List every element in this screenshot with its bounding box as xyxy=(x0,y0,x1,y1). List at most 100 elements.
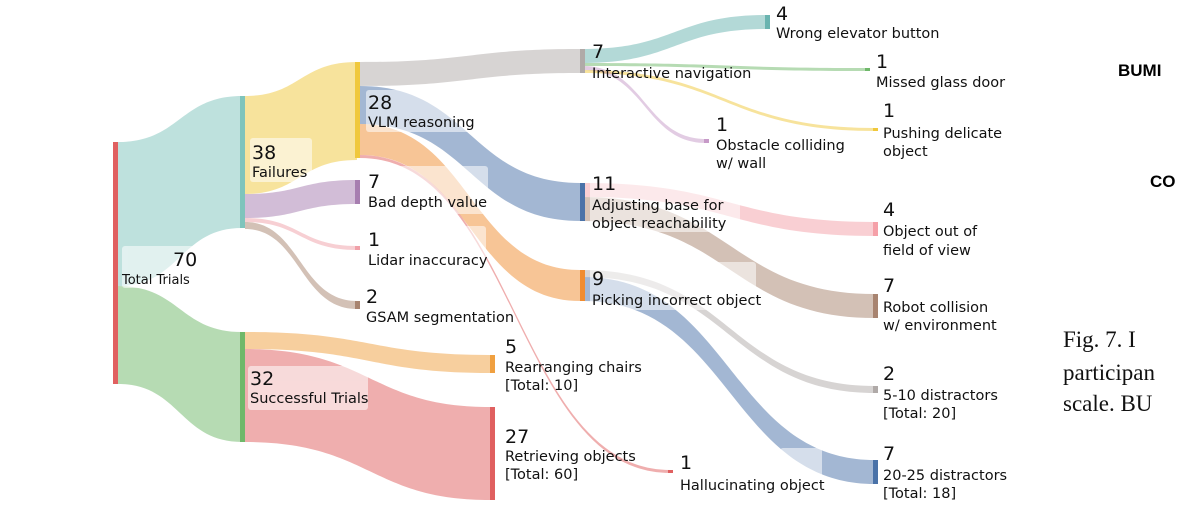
node-bar-adjusting xyxy=(580,183,585,221)
node-bar-lidar xyxy=(355,246,360,250)
label-bg-lidar xyxy=(366,226,486,270)
node-bar-interactive xyxy=(580,49,585,73)
link-interactive-glass xyxy=(583,63,867,71)
node-label-baddepth: Bad depth value xyxy=(368,195,487,211)
sankey-labels: 70 Total Trials 38 Failures 32 Successfu… xyxy=(121,3,1007,502)
link-successful-chairs xyxy=(245,332,490,373)
link-total-failures xyxy=(118,96,242,286)
node-label-total: Total Trials xyxy=(121,273,190,288)
node-sublabel-fov: field of view xyxy=(883,243,971,259)
node-sublabel-d2025: [Total: 18] xyxy=(883,486,956,502)
node-label-gsam: GSAM segmentation xyxy=(366,310,514,326)
node-value-collision: 7 xyxy=(883,275,895,297)
caption-line-3: scale. BU xyxy=(1063,391,1153,416)
caption-line-2: participan xyxy=(1063,360,1155,385)
node-bar-chairs xyxy=(490,355,495,373)
node-value-interactive: 7 xyxy=(592,41,604,63)
node-value-successful: 32 xyxy=(250,368,274,390)
node-sublabel-collision: w/ environment xyxy=(883,318,997,334)
node-label-d510: 5-10 distractors xyxy=(883,388,998,404)
node-label-d2025: 20-25 distractors xyxy=(883,468,1007,484)
node-value-picking: 9 xyxy=(592,268,604,290)
node-label-elevator: Wrong elevator button xyxy=(776,26,940,42)
node-value-obstacle: 1 xyxy=(716,114,728,136)
link-vlm-interactive xyxy=(360,49,580,86)
cropped-heading-bumi: BUMI xyxy=(1118,61,1161,80)
node-value-chairs: 5 xyxy=(505,336,517,358)
node-bar-collision xyxy=(873,294,878,318)
link-interactive-obstacle xyxy=(583,66,706,143)
node-label-hallucinating: Hallucinating object xyxy=(680,478,825,494)
node-value-lidar: 1 xyxy=(368,229,380,251)
caption-line-1: Fig. 7. I xyxy=(1063,327,1136,352)
node-value-gsam: 2 xyxy=(366,286,378,308)
cropped-page-context: BUMI CO Fig. 7. I participan scale. BU xyxy=(1063,61,1176,416)
sankey-nodes xyxy=(113,15,878,500)
node-bar-successful xyxy=(240,332,245,442)
label-bg-total xyxy=(122,246,198,288)
node-label-lidar: Lidar inaccuracy xyxy=(368,253,488,269)
node-value-delicate: 1 xyxy=(883,100,895,122)
node-bar-obstacle xyxy=(704,139,709,143)
label-backgrounds xyxy=(122,90,822,490)
node-sublabel-d510: [Total: 20] xyxy=(883,406,956,422)
node-bar-failures xyxy=(240,96,245,228)
node-value-total: 70 xyxy=(173,249,197,271)
node-bar-baddepth xyxy=(355,180,360,204)
node-sublabel-chairs: [Total: 10] xyxy=(505,378,578,394)
link-interactive-delicate xyxy=(583,70,875,131)
node-bar-hallucinating xyxy=(668,470,673,473)
node-label-successful: Successful Trials xyxy=(250,391,369,407)
node-value-fov: 4 xyxy=(883,199,895,221)
node-label-adjusting: Adjusting base for xyxy=(592,198,724,214)
sankey-links xyxy=(118,15,875,500)
node-sublabel-retrieving: [Total: 60] xyxy=(505,467,578,483)
node-value-elevator: 4 xyxy=(776,3,788,25)
node-bar-vlm xyxy=(355,62,360,158)
link-picking-d2025 xyxy=(583,277,875,484)
link-failures-baddepth xyxy=(245,180,357,218)
node-bar-fov xyxy=(873,222,878,236)
node-label-collision: Robot collision xyxy=(883,300,988,316)
node-bar-retrieving xyxy=(490,407,495,500)
node-bar-total xyxy=(113,142,118,384)
node-bar-glass xyxy=(865,68,870,71)
node-value-d2025: 7 xyxy=(883,443,895,465)
node-bar-d510 xyxy=(873,386,878,393)
cropped-heading-co: CO xyxy=(1150,172,1176,191)
node-value-adjusting: 11 xyxy=(592,173,616,195)
link-vlm-hallucinating xyxy=(360,155,670,473)
label-bg-collision xyxy=(700,262,756,302)
label-bg-adjusting xyxy=(590,170,740,232)
node-sublabel-adjusting: object reachability xyxy=(592,216,727,232)
link-failures-lidar xyxy=(245,218,357,250)
label-bg-vlm xyxy=(366,90,482,132)
node-bar-d2025 xyxy=(873,460,878,484)
label-bg-d2025 xyxy=(780,448,822,490)
node-label-retrieving: Retrieving objects xyxy=(505,449,636,465)
node-value-glass: 1 xyxy=(876,51,888,73)
link-picking-d510 xyxy=(583,270,875,393)
node-sublabel-obstacle: w/ wall xyxy=(716,156,766,172)
node-value-hallucinating: 1 xyxy=(680,452,692,474)
node-bar-delicate xyxy=(873,128,878,131)
node-label-vlm: VLM reasoning xyxy=(368,115,475,131)
label-bg-failures xyxy=(250,138,312,182)
node-value-d510: 2 xyxy=(883,363,895,385)
node-bar-gsam xyxy=(355,301,360,309)
node-value-failures: 38 xyxy=(252,142,276,164)
node-bar-elevator xyxy=(765,15,770,29)
node-label-chairs: Rearranging chairs xyxy=(505,360,642,376)
link-total-successful xyxy=(118,286,242,442)
node-label-interactive: Interactive navigation xyxy=(592,66,751,82)
node-label-glass: Missed glass door xyxy=(876,75,1005,91)
node-label-delicate: Pushing delicate xyxy=(883,126,1002,142)
node-sublabel-delicate: object xyxy=(883,144,928,160)
label-bg-baddepth xyxy=(366,166,488,214)
node-value-retrieving: 27 xyxy=(505,426,529,448)
node-value-vlm: 28 xyxy=(368,92,392,114)
node-label-picking: Picking incorrect object xyxy=(592,293,761,309)
label-bg-successful xyxy=(248,366,368,410)
